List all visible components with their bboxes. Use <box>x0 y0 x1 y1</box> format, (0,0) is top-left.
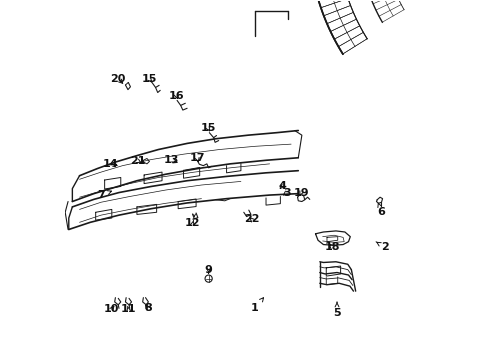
Text: 9: 9 <box>204 265 212 275</box>
Text: 17: 17 <box>189 153 204 163</box>
Text: 21: 21 <box>130 156 146 166</box>
Text: 18: 18 <box>325 242 340 252</box>
Text: 20: 20 <box>110 74 126 84</box>
Text: 11: 11 <box>121 304 136 314</box>
Text: 6: 6 <box>377 203 385 217</box>
Text: 5: 5 <box>332 302 340 318</box>
Text: 16: 16 <box>168 91 184 101</box>
Text: 15: 15 <box>141 74 157 84</box>
Text: 4: 4 <box>278 181 286 192</box>
Text: 13: 13 <box>163 155 179 165</box>
Text: 14: 14 <box>102 159 118 169</box>
Text: 1: 1 <box>250 298 263 314</box>
Text: 2: 2 <box>375 242 388 252</box>
Text: 7: 7 <box>97 190 111 200</box>
Text: 3: 3 <box>283 188 290 198</box>
Text: 10: 10 <box>104 304 119 314</box>
Text: 8: 8 <box>144 303 152 314</box>
Text: 19: 19 <box>293 188 308 198</box>
Text: 12: 12 <box>185 218 200 228</box>
Text: 15: 15 <box>200 123 215 133</box>
Text: 22: 22 <box>244 215 259 224</box>
